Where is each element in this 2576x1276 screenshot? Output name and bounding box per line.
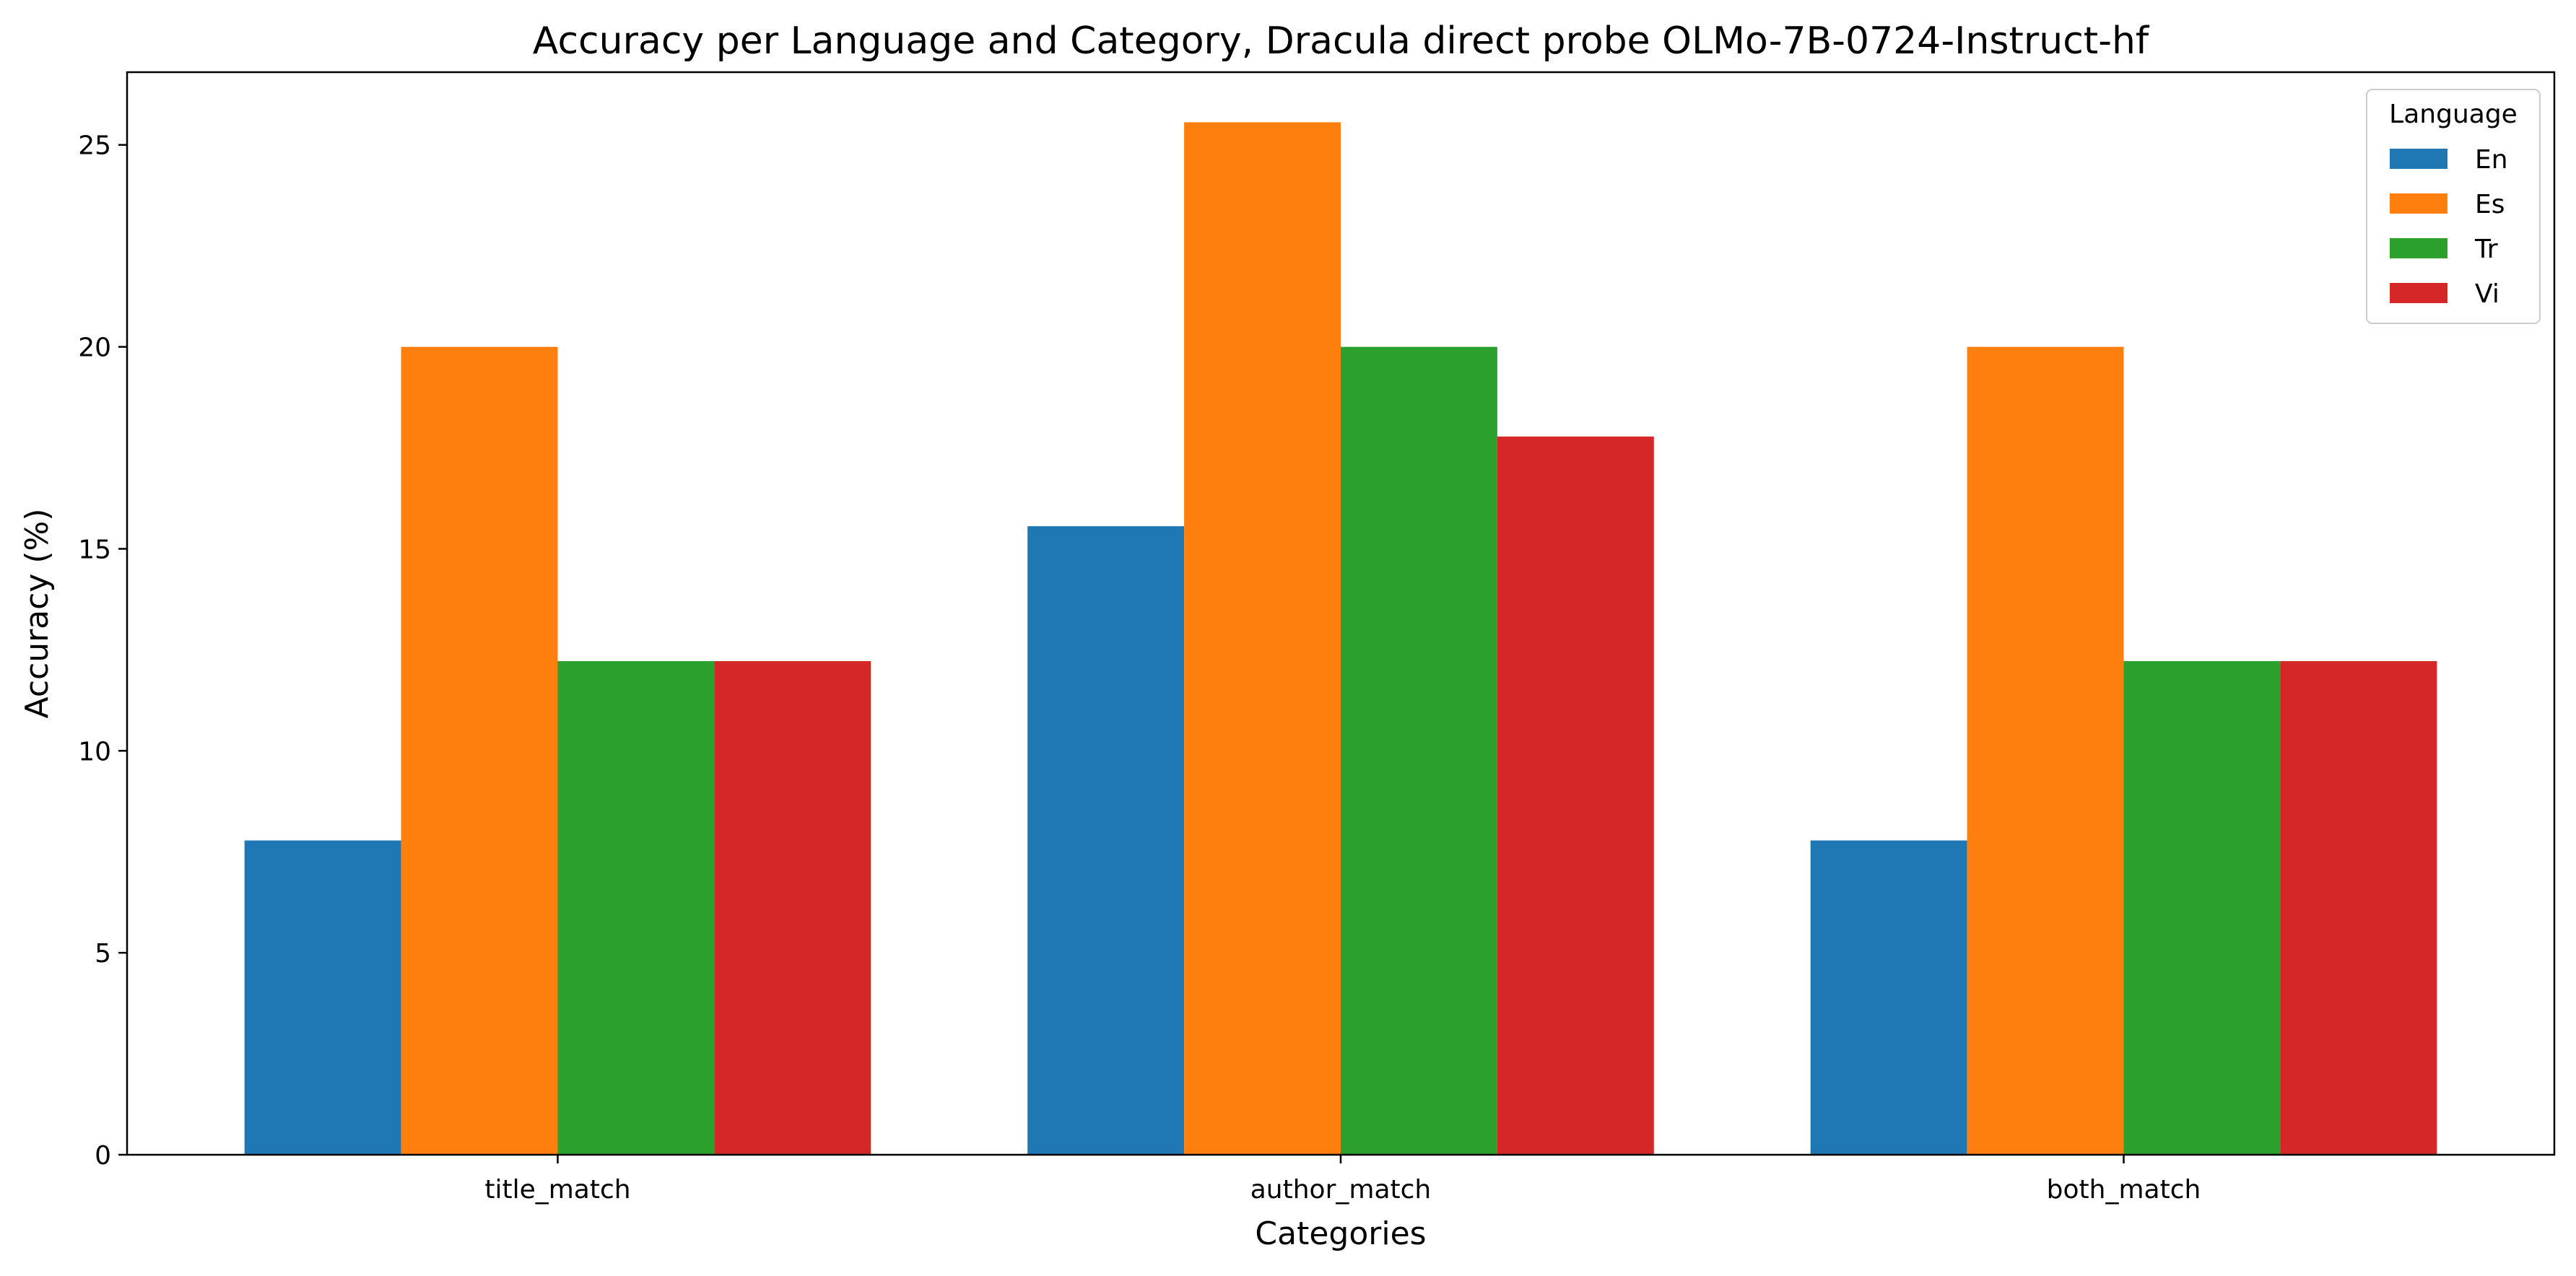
legend-swatch-en — [2390, 149, 2447, 169]
bars-group — [244, 122, 2437, 1155]
x-axis-label: Categories — [1255, 1215, 1426, 1252]
bar-en-both_match — [1810, 840, 1967, 1155]
bar-tr-title_match — [557, 661, 715, 1155]
legend-label-en: En — [2475, 145, 2508, 175]
bar-en-title_match — [244, 840, 401, 1155]
bar-vi-title_match — [714, 661, 871, 1155]
legend-swatch-vi — [2390, 283, 2447, 303]
legend-swatch-tr — [2390, 238, 2447, 258]
y-tick-label: 0 — [95, 1141, 111, 1171]
y-tick-label: 10 — [78, 737, 111, 766]
y-axis-ticks: 0 5 10 15 20 25 — [78, 131, 127, 1171]
bar-es-title_match — [401, 346, 558, 1155]
legend-box — [2366, 89, 2541, 324]
legend-swatch-es — [2390, 193, 2447, 214]
legend-label-es: Es — [2475, 190, 2505, 219]
chart-title: Accuracy per Language and Category, Drac… — [533, 19, 2150, 63]
legend-items: En Es Tr Vi — [2390, 145, 2508, 309]
x-tick-label: title_match — [484, 1175, 630, 1205]
bar-es-author_match — [1184, 122, 1341, 1155]
y-tick-label: 15 — [78, 535, 111, 564]
bar-tr-author_match — [1341, 346, 1497, 1155]
bar-tr-both_match — [2123, 661, 2281, 1155]
y-axis-label: Accuracy (%) — [19, 508, 56, 718]
bar-vi-both_match — [2280, 661, 2437, 1155]
legend: Language En Es Tr Vi — [2366, 89, 2541, 324]
bar-vi-author_match — [1497, 436, 1654, 1155]
y-tick-label: 5 — [95, 939, 111, 969]
plot-area: 0 5 10 15 20 25 title_match author_match both_m… — [78, 71, 2556, 1205]
y-tick-label: 25 — [78, 131, 111, 161]
legend-label-vi: Vi — [2475, 279, 2499, 309]
x-axis-ticks: title_match author_match both_match — [484, 1155, 2201, 1205]
bar-en-author_match — [1027, 526, 1185, 1155]
bar-es-both_match — [1967, 346, 2124, 1155]
legend-title: Language — [2389, 100, 2518, 129]
x-tick-label: both_match — [2047, 1175, 2201, 1205]
legend-label-tr: Tr — [2474, 235, 2498, 264]
y-tick-label: 20 — [78, 333, 111, 363]
x-tick-label: author_match — [1250, 1175, 1432, 1205]
